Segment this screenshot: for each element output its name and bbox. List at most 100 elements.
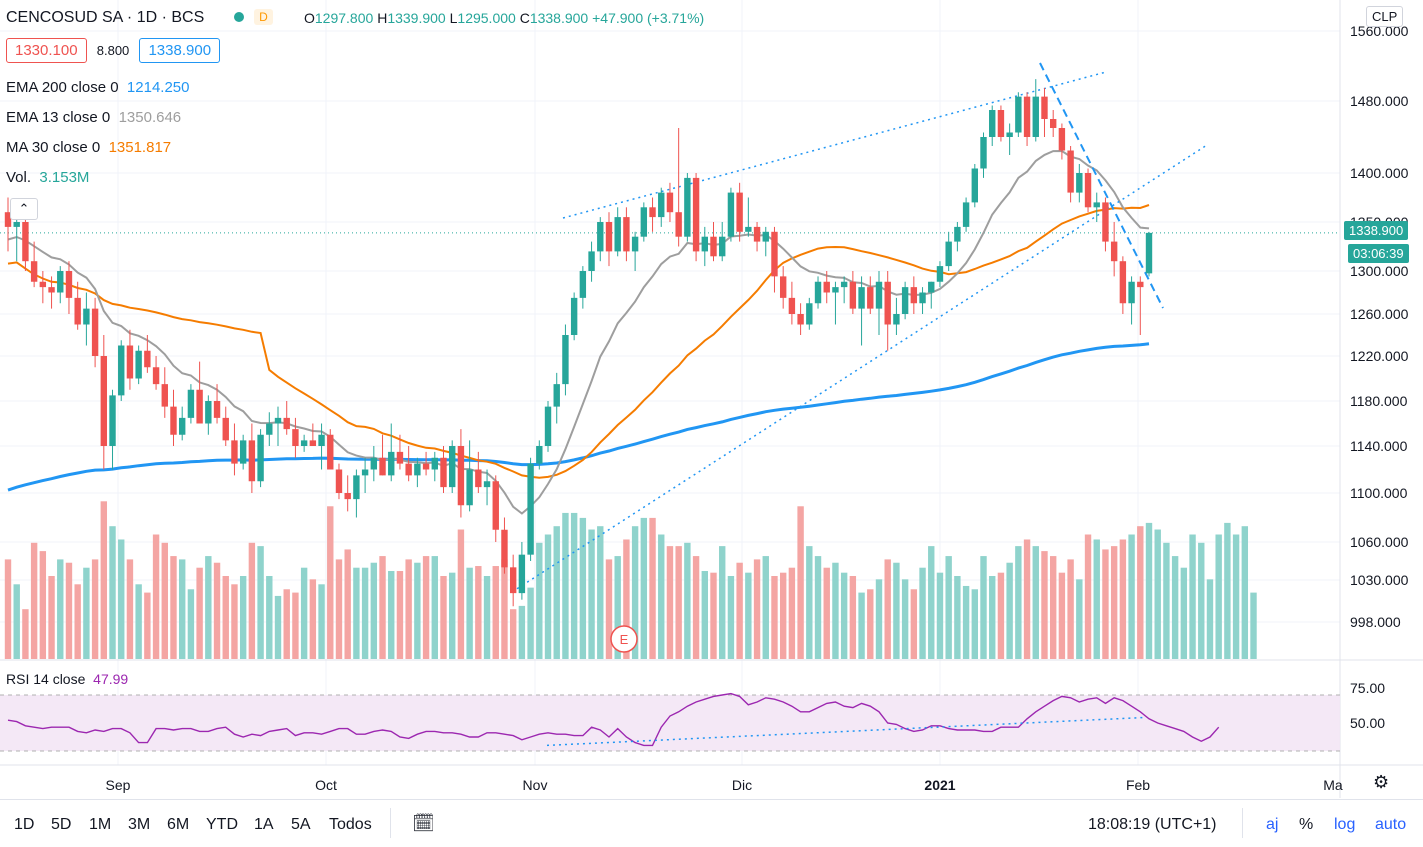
last-price-label: 1338.900 [1344, 221, 1409, 240]
price-tick-label: 1300.000 [1350, 263, 1409, 279]
volume-bar [562, 512, 569, 659]
ema13-legend[interactable]: EMA 13 close 0 1350.646 [6, 109, 182, 126]
candle-body [144, 350, 151, 368]
volume-bar [161, 542, 168, 659]
calendar-range-icon[interactable]: 🗓 [412, 813, 435, 833]
tf-5d[interactable]: 5D [51, 816, 72, 833]
symbol-title[interactable]: CENCOSUD SA · 1D · BCS [6, 9, 205, 26]
percent-button[interactable]: % [1299, 816, 1314, 833]
tf-1d[interactable]: 1D [14, 816, 35, 833]
adjust-button[interactable]: aj [1266, 816, 1279, 833]
candle-body [379, 457, 386, 476]
price-tick-label: 1100.000 [1350, 485, 1408, 501]
candle-body [1145, 232, 1153, 274]
volume-bar [22, 609, 29, 659]
bottom-toolbar: 1D 5D 1M 3M 6M YTD 1A 5A Todos 🗓 18:08:1… [0, 799, 1423, 847]
candle-body [605, 222, 613, 252]
volume-bar [126, 559, 134, 659]
volume-bar [483, 576, 491, 659]
candle-body [649, 207, 656, 218]
time-axis-label: Nov [523, 777, 548, 793]
toolbar-divider [1242, 808, 1243, 838]
volume-bar [65, 562, 73, 659]
volume-bar [422, 556, 430, 659]
currency-badge[interactable]: CLP [1366, 6, 1404, 27]
tf-ytd[interactable]: YTD [206, 816, 238, 833]
tf-6m[interactable]: 6M [167, 816, 190, 833]
log-button[interactable]: log [1334, 816, 1356, 833]
tf-3m[interactable]: 3M [128, 816, 151, 833]
ma30-legend[interactable]: MA 30 close 0 1351.817 [6, 139, 172, 156]
volume-bar [553, 526, 560, 659]
candle-body [457, 446, 465, 506]
volume-bar [736, 562, 743, 659]
candle-body [161, 384, 168, 407]
candle-body [126, 345, 134, 379]
volume-bar [762, 556, 769, 659]
volume-bar [910, 589, 918, 659]
rsi-tick-label: 75.00 [1350, 680, 1385, 696]
volume-bar [144, 592, 151, 659]
candle-body [1006, 132, 1013, 137]
volume-bar [405, 559, 412, 659]
candle-body [353, 475, 360, 500]
volume-bar [1067, 559, 1074, 659]
volume-legend[interactable]: Vol. 3.153M [6, 169, 90, 186]
volume-bar [431, 556, 438, 659]
time-axis-label: Ma [1323, 777, 1343, 793]
volume-bar [631, 526, 639, 659]
candle-body [849, 281, 857, 309]
candle-body [13, 222, 20, 227]
tf-1m[interactable]: 1M [89, 816, 112, 833]
tf-1a[interactable]: 1A [254, 816, 274, 833]
volume-bar [649, 517, 656, 659]
ema200-legend[interactable]: EMA 200 close 0 1214.250 [6, 79, 190, 96]
candle-body [527, 463, 534, 555]
volume-bar [222, 576, 229, 659]
rsi-tick-label: 50.00 [1350, 715, 1385, 731]
volume-bar [962, 585, 970, 659]
tf-5a[interactable]: 5A [291, 816, 311, 833]
volume-bar [178, 559, 186, 659]
candle-body [39, 281, 47, 288]
candle-body [762, 231, 769, 242]
candle-body [501, 529, 508, 568]
candle-body [701, 236, 708, 252]
candle-body [588, 251, 595, 271]
volume-bar [449, 572, 456, 659]
d-badge[interactable]: D [254, 9, 273, 26]
candle-body [205, 401, 212, 424]
volume-bar [457, 529, 465, 659]
rsi-band [0, 695, 1340, 751]
volume-bar [509, 609, 517, 659]
time-axis-label: Feb [1126, 777, 1150, 793]
volume-bar [779, 572, 787, 659]
candle-body [832, 287, 839, 293]
volume-bar [840, 572, 848, 659]
volume-bar [1137, 526, 1144, 659]
volume-bar [719, 546, 726, 659]
buy-price-box[interactable]: 1338.900 [139, 38, 221, 63]
tf-all[interactable]: Todos [329, 816, 372, 833]
volume-bar [666, 546, 674, 659]
candle-body [631, 236, 639, 252]
volume-bar [388, 571, 395, 659]
auto-button[interactable]: auto [1375, 816, 1407, 833]
volume-bar [597, 526, 604, 659]
settings-gear-icon[interactable]: ⚙ [1373, 772, 1390, 792]
candle-body [1015, 96, 1022, 133]
volume-bar [396, 571, 404, 659]
sell-price-box[interactable]: 1330.100 [6, 38, 87, 63]
candle-body [335, 469, 343, 493]
candle-body [74, 297, 81, 325]
candle-body [779, 276, 787, 298]
collapse-legend-icon[interactable]: ⌃ [10, 198, 38, 220]
toolbar-divider [390, 808, 391, 838]
volume-bar [1224, 522, 1231, 659]
rsi-legend[interactable]: RSI 14 close 47.99 [6, 671, 129, 687]
candle-body [858, 287, 865, 309]
clock-readout[interactable]: 18:08:19 (UTC+1) [1088, 816, 1217, 833]
volume-bar [1154, 529, 1161, 659]
candle-body [518, 554, 526, 594]
